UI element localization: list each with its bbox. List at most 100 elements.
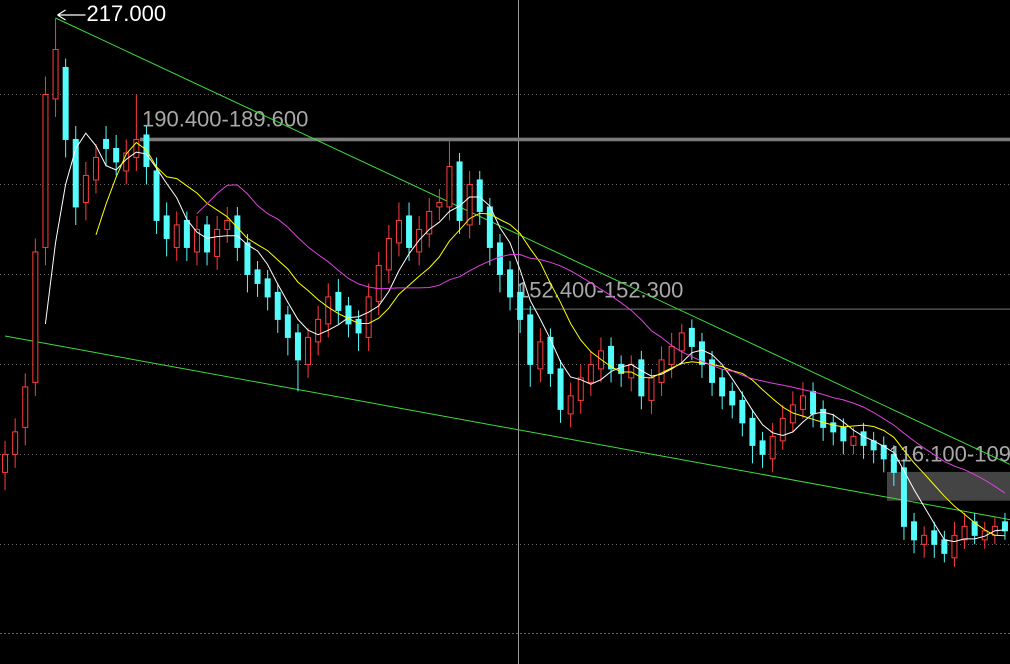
candle-body — [52, 48, 59, 100]
candle-body — [779, 417, 786, 442]
candle-body — [446, 165, 453, 208]
candle-body — [567, 395, 574, 415]
candle-body — [1001, 521, 1008, 532]
candle-body — [517, 291, 524, 320]
peak-label: 217.000 — [87, 1, 167, 26]
candle-body — [436, 201, 443, 208]
candle-body — [163, 215, 170, 239]
trendline — [4, 335, 1010, 521]
candle-body — [42, 93, 49, 248]
price-zone — [515, 308, 1010, 310]
candle-body — [456, 161, 463, 221]
candle-body — [941, 539, 948, 554]
candle-body — [234, 215, 241, 248]
candle-body — [133, 138, 140, 158]
candle-body — [335, 291, 342, 311]
candle-body — [537, 341, 544, 370]
candle-body — [315, 318, 322, 343]
candle-body — [678, 332, 685, 352]
candle-body — [62, 66, 69, 140]
candle-body — [739, 399, 746, 424]
candle-body — [648, 377, 655, 401]
moving-average — [44, 132, 1005, 543]
candle-body — [608, 345, 615, 370]
candle-body — [264, 278, 271, 298]
candle-body — [113, 147, 120, 163]
candle-body — [507, 269, 514, 298]
peak-arrow — [57, 9, 86, 21]
zone-label: 152.400-152.300 — [517, 277, 683, 302]
candle-body — [22, 386, 29, 428]
candle-body — [810, 390, 817, 415]
candle-body — [244, 242, 251, 275]
candle-body — [911, 521, 918, 541]
candle-body — [587, 363, 594, 383]
candle-body — [103, 138, 110, 149]
candle-body — [32, 251, 39, 383]
candle-body — [294, 332, 301, 361]
candle-body — [719, 377, 726, 397]
candle-body — [921, 534, 928, 545]
candle-body — [850, 435, 857, 446]
candle-body — [173, 224, 180, 248]
candle-body — [284, 314, 291, 338]
candle-body — [820, 408, 827, 428]
candle-body — [345, 305, 352, 325]
candle-body — [254, 269, 261, 284]
candle-body — [395, 219, 402, 244]
candle-body — [82, 174, 89, 203]
candle-body — [123, 152, 130, 172]
candle-body — [193, 228, 200, 253]
candle-body — [183, 219, 190, 248]
candle-body — [92, 156, 99, 181]
candle-body — [688, 327, 695, 347]
candle-body — [12, 431, 19, 455]
candle-body — [890, 453, 897, 473]
candle-body — [426, 210, 433, 235]
candle-body — [72, 138, 79, 208]
candle-body — [698, 341, 705, 365]
candle-body — [961, 525, 968, 541]
candle-body — [759, 440, 766, 455]
candle-body — [496, 242, 503, 275]
candle-body — [860, 431, 867, 446]
candle-body — [224, 219, 231, 230]
candle-body — [840, 426, 847, 442]
candle-body — [476, 179, 483, 212]
candle-body — [325, 296, 332, 325]
candle-body — [900, 467, 907, 527]
candle-body — [547, 336, 554, 374]
candle-body — [214, 228, 221, 257]
candle-body — [749, 417, 756, 446]
candle-body — [385, 237, 392, 271]
candle-body — [466, 183, 473, 226]
candle-body — [557, 368, 564, 410]
candle-body — [375, 264, 382, 302]
price-zone — [140, 137, 1010, 142]
candle-body — [355, 318, 362, 334]
candle-body — [880, 444, 887, 460]
candle-body — [305, 336, 312, 365]
candle-body — [618, 363, 625, 374]
candle-body — [486, 206, 493, 248]
candle-body — [153, 170, 160, 221]
candle-body — [274, 291, 281, 320]
candle-body — [799, 395, 806, 410]
candle-body — [709, 359, 716, 383]
zone-label: 190.400-189.600 — [142, 106, 308, 131]
moving-average — [95, 141, 1005, 537]
candle-body — [931, 530, 938, 545]
candle-body — [2, 453, 9, 473]
candle-body — [830, 422, 837, 433]
candle-body — [951, 534, 958, 559]
candle-body — [658, 359, 665, 383]
moving-average — [196, 184, 1006, 494]
candle-body — [971, 521, 978, 536]
candle-body — [527, 314, 534, 365]
trendline — [55, 17, 1010, 465]
candle-body — [365, 296, 372, 338]
candle-body — [628, 363, 635, 379]
